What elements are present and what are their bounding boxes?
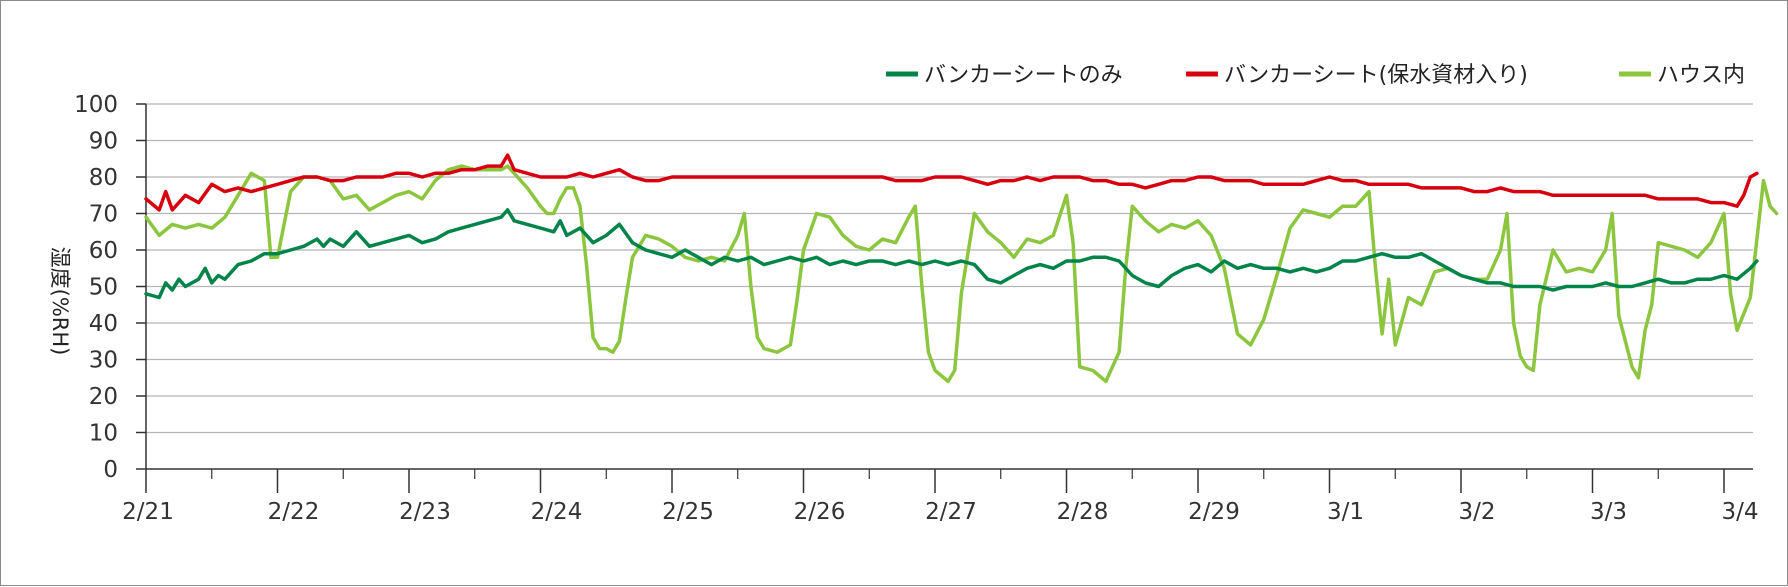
y-axis-label: 湿度(%RH) xyxy=(48,247,72,356)
legend-label: バンカーシートのみ xyxy=(924,63,1123,88)
y-tick-label: 0 xyxy=(103,457,118,483)
y-tick-label: 60 xyxy=(89,238,118,264)
y-tick-label: 50 xyxy=(89,275,118,301)
y-tick-label: 30 xyxy=(89,348,118,374)
legend-label: ハウス内 xyxy=(1657,63,1745,88)
y-tick-label: 70 xyxy=(89,202,118,228)
legend: バンカーシートのみ バンカーシート(保水資材入り) ハウス内 xyxy=(886,63,1745,88)
series-line xyxy=(144,208,1759,300)
x-tick-label: 2/27 xyxy=(925,499,977,525)
y-tick-label: 80 xyxy=(89,165,118,191)
x-tick-label: 2/21 xyxy=(122,499,174,525)
series-lines xyxy=(144,153,1779,384)
x-tick-label: 3/2 xyxy=(1458,499,1495,525)
gridlines xyxy=(146,103,1753,434)
series-line xyxy=(144,164,1779,384)
y-tick-label: 100 xyxy=(74,92,118,118)
x-tick-label: 2/24 xyxy=(531,499,583,525)
y-tick-label: 90 xyxy=(89,129,118,155)
x-tick-label: 2/25 xyxy=(662,499,714,525)
y-tick-label: 20 xyxy=(89,384,118,410)
legend-label: バンカーシート(保水資材入り) xyxy=(1224,63,1528,88)
axes: 0 10 20 30 40 50 60 70 80 90 100 2/21 2/22 2/23 2/24 2/… xyxy=(74,92,1758,525)
x-tick-label: 2/22 xyxy=(268,499,320,525)
y-tick-label: 10 xyxy=(89,421,118,447)
x-tick-label: 3/4 xyxy=(1721,499,1758,525)
x-tick-label: 2/29 xyxy=(1188,499,1240,525)
x-tick-label: 2/26 xyxy=(794,499,846,525)
y-tick-label: 40 xyxy=(89,311,118,337)
x-tick-label: 3/3 xyxy=(1590,499,1627,525)
x-tick-label: 2/23 xyxy=(399,499,451,525)
series-line xyxy=(144,153,1759,212)
x-tick-label: 2/28 xyxy=(1057,499,1109,525)
x-tick-label: 3/1 xyxy=(1327,499,1364,525)
